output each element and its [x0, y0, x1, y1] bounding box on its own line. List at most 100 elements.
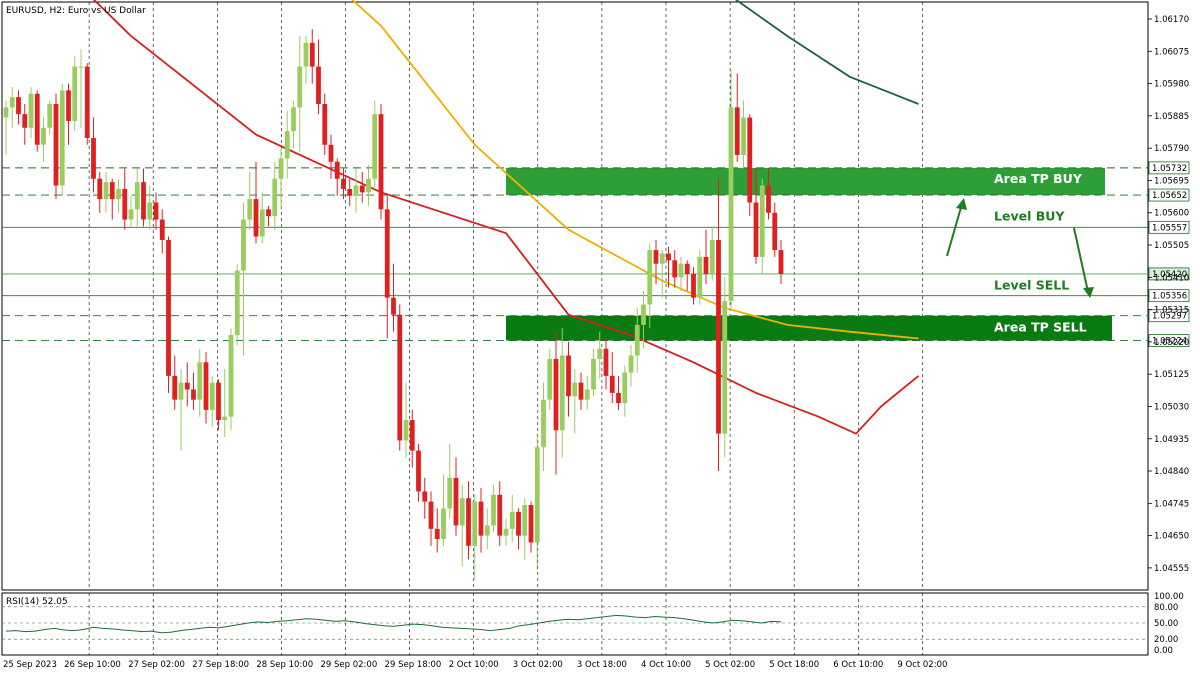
candle-body: [41, 127, 46, 145]
candle: [266, 205, 271, 227]
candle: [147, 185, 153, 230]
candle-body: [72, 66, 78, 121]
candle: [209, 375, 215, 427]
candle: [328, 134, 334, 179]
candle-body: [259, 209, 265, 237]
candle: [291, 100, 296, 149]
candle: [66, 83, 71, 145]
time-tick-label: 5 Oct 18:00: [769, 660, 819, 670]
candle-body: [659, 253, 665, 264]
price-tag-area-tp-buy-top: 1.05732: [1152, 164, 1187, 174]
candle-body: [622, 372, 628, 404]
candle: [634, 307, 640, 373]
rsi-tick-label: 50.00: [1154, 619, 1178, 629]
candle: [3, 100, 9, 155]
candle-body: [416, 450, 421, 492]
rsi-tick-label: 100.00: [1154, 592, 1184, 602]
candle-body: [78, 66, 84, 68]
time-tick-label: 28 Sep 10:00: [256, 660, 313, 670]
candle-body: [703, 256, 709, 274]
candle-body: [222, 416, 228, 421]
candle-body: [741, 117, 746, 155]
candle-body: [391, 297, 396, 315]
candle: [34, 90, 40, 152]
symbol-header: EURUSD, H2: Euro vs US Dollar: [6, 6, 146, 16]
candle-body: [241, 219, 246, 271]
candle-body: [247, 199, 253, 220]
candle: [584, 375, 590, 410]
candle-body: [334, 161, 340, 179]
price-tag-box: [1148, 161, 1190, 175]
candle: [766, 168, 771, 220]
candle-body: [266, 209, 271, 217]
candle-body: [466, 498, 471, 546]
candle-body: [166, 239, 171, 376]
price-tick-label: 1.06075: [1154, 47, 1189, 57]
candle-body: [128, 209, 134, 220]
candle-body: [303, 42, 309, 67]
candle-layer: [3, 29, 784, 580]
candle-body: [709, 239, 715, 274]
candle-body: [97, 178, 103, 200]
candle-body: [191, 389, 196, 400]
candle-body: [109, 182, 115, 200]
candle: [528, 501, 534, 553]
candle-body: [753, 202, 759, 257]
time-tick-label: 6 Oct 10:00: [833, 660, 883, 670]
candle-body: [341, 178, 346, 189]
candle: [459, 484, 465, 567]
candle: [53, 93, 59, 200]
candle-body: [609, 375, 615, 393]
candle: [228, 328, 234, 431]
candle-body: [422, 491, 428, 502]
price-tick-label: 1.05220: [1154, 338, 1189, 348]
candle: [428, 491, 434, 546]
candle-body: [216, 382, 221, 421]
candle-body: [147, 202, 153, 220]
candle-body: [559, 355, 565, 431]
price-tag-box: [1148, 334, 1190, 347]
time-tick-label: 25 Sep 2023: [3, 660, 57, 670]
price-tick-label: 1.05600: [1154, 209, 1189, 219]
candle: [484, 508, 490, 550]
candle-body: [534, 447, 540, 543]
candle: [159, 209, 165, 254]
candle: [359, 171, 365, 203]
rsi-tick-label: 20.00: [1154, 635, 1178, 645]
candle-body: [453, 477, 459, 526]
candle: [716, 178, 721, 472]
candle-body: [459, 498, 465, 526]
candle-body: [634, 324, 640, 356]
candle-body: [603, 348, 609, 376]
price-tick-label: 1.05695: [1154, 176, 1189, 186]
candle: [341, 168, 346, 200]
price-tick-label: 1.05885: [1154, 112, 1189, 122]
candle-body: [178, 382, 184, 400]
candle: [284, 110, 290, 179]
candle: [241, 202, 246, 356]
time-tick-label: 2 Oct 10:00: [449, 660, 499, 670]
candle: [553, 331, 559, 475]
candle: [472, 494, 478, 580]
candle: [709, 226, 715, 281]
rsi-line: [5, 614, 782, 634]
candle-body: [291, 107, 296, 132]
candle: [641, 290, 646, 349]
candle-body: [759, 185, 765, 257]
candle-body: [309, 42, 315, 67]
candle: [97, 171, 103, 213]
candle: [334, 158, 340, 196]
buy-arrow-shaft: [946, 203, 963, 257]
candle: [216, 379, 221, 431]
candle-body: [553, 358, 559, 431]
candle: [653, 239, 659, 285]
candle-body: [572, 382, 578, 397]
candle: [453, 457, 459, 536]
time-tick-label: 29 Sep 02:00: [321, 660, 378, 670]
level-layer: 1.05732 1.05652 1.05557 1.05420 1.05356 1.052…: [2, 161, 1190, 347]
candle: [622, 365, 628, 417]
price-tag-box: [1148, 267, 1190, 281]
price-axis: 1.06170 1.06075 1.05980 1.05885 1.05790 1.056…: [1148, 15, 1189, 574]
candle-body: [428, 501, 434, 529]
candle-body: [16, 97, 21, 115]
